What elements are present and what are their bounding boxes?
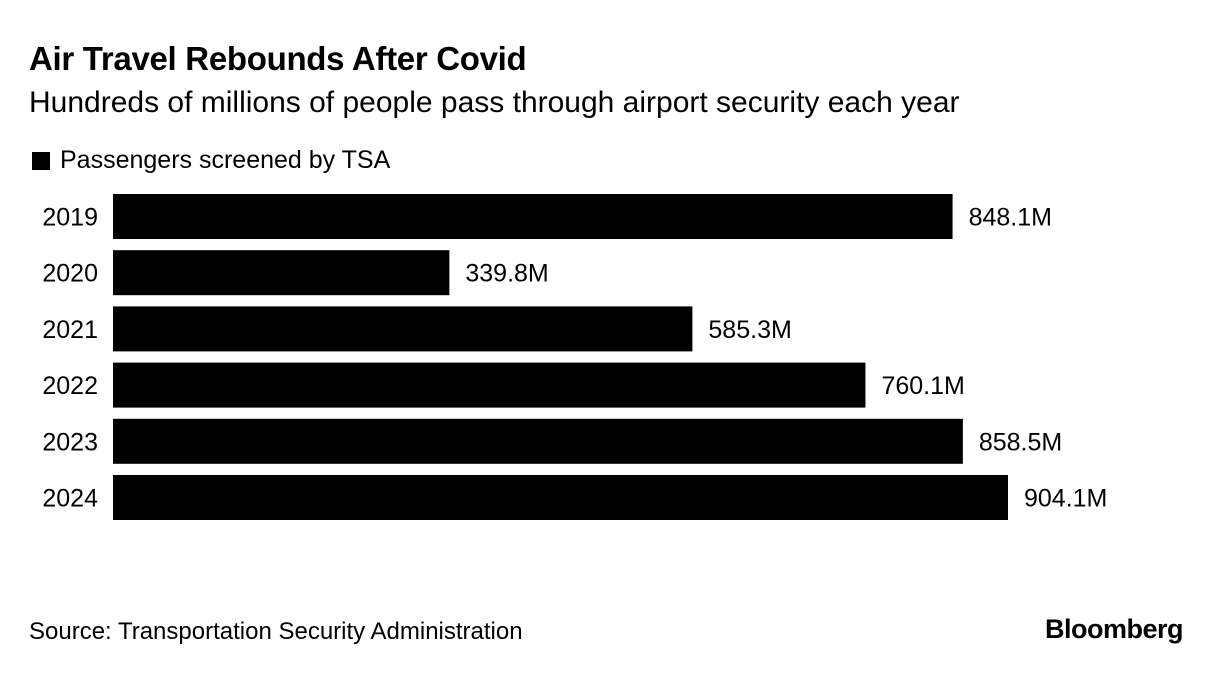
bar-2023 [113,418,963,464]
category-label-2019: 2019 [42,204,98,232]
legend-swatch [32,151,50,170]
bar-2019 [113,194,953,239]
data-label-2019: 848.1M [969,204,1052,232]
bar-2021 [113,306,693,352]
chart-title: Air Travel Rebounds After Covid [29,40,527,77]
category-label-2023: 2023 [42,428,98,456]
legend-label: Passengers screened by TSA [60,146,391,174]
data-label-2020: 339.8M [465,260,548,288]
data-label-2022: 760.1M [881,372,964,400]
bloomberg-logo: Bloomberg [1044,614,1184,644]
category-label-2022: 2022 [42,372,98,400]
legend: Passengers screened by TSA [32,146,390,175]
category-label-2021: 2021 [42,316,98,344]
data-label-2024: 904.1M [1024,485,1107,513]
category-label-2020: 2020 [42,260,98,288]
category-label-2024: 2024 [42,485,98,513]
source-note: Source: Transportation Security Administ… [29,618,523,645]
bar-2024 [113,475,1008,520]
chart-subtitle: Hundreds of millions of people pass thro… [29,86,960,119]
data-label-2021: 585.3M [708,316,791,344]
data-label-2023: 858.5M [979,428,1062,456]
bar-2022 [113,362,866,408]
bar-2020 [113,250,450,296]
